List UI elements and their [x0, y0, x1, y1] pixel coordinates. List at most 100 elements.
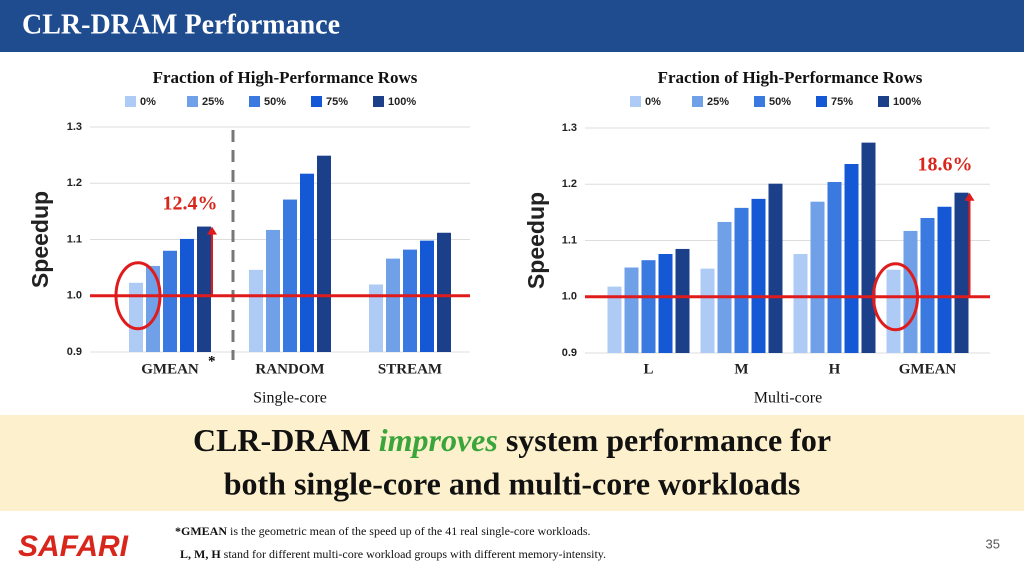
bar [317, 155, 331, 352]
legend-label: 75% [831, 96, 853, 108]
footnote-marker: * [208, 353, 216, 369]
bar [751, 198, 766, 353]
highlight-circle [114, 261, 162, 331]
y-axis-label: Speedup [27, 191, 53, 288]
slide-title: CLR-DRAM Performance [22, 9, 340, 40]
bar [844, 164, 859, 353]
bar [437, 232, 451, 352]
bar [197, 226, 211, 352]
legend-swatch [187, 96, 198, 107]
legend-label: 0% [645, 96, 661, 108]
annotation: 18.6% [918, 154, 973, 176]
legend-swatch [692, 96, 703, 107]
bar [386, 258, 400, 352]
annotation: 12.4% [163, 193, 218, 215]
bar [810, 201, 825, 353]
bar [861, 142, 876, 353]
y-tick-label: 1.1 [562, 234, 577, 246]
legend-label: 50% [264, 96, 286, 108]
legend-label: 25% [202, 96, 224, 108]
y-tick-label: 1.0 [562, 291, 577, 303]
bar [641, 260, 656, 353]
y-tick-label: 1.3 [562, 122, 577, 134]
logo: SAFARI [18, 530, 129, 563]
legend-swatch [373, 96, 384, 107]
legend-swatch [249, 96, 260, 107]
x-tick-label: M [734, 361, 748, 377]
banner-line2: both single-core and multi-core workload… [224, 465, 801, 501]
bar [146, 265, 160, 352]
bar [300, 173, 314, 352]
legend-label: 75% [326, 96, 348, 108]
legend-label: 100% [388, 96, 416, 108]
title-bar [0, 0, 1024, 52]
footnote: *GMEAN is the geometric mean of the spee… [175, 524, 591, 538]
bar [403, 249, 417, 352]
legend-swatch [125, 96, 136, 107]
x-tick-label: L [643, 361, 653, 377]
highlight-circle [872, 262, 919, 332]
bar [607, 286, 622, 353]
arrow-head [207, 226, 217, 235]
bar [129, 282, 143, 352]
y-tick-label: 1.3 [67, 121, 82, 133]
bar [920, 218, 935, 353]
legend-label: 0% [140, 96, 156, 108]
y-tick-label: 1.0 [67, 290, 82, 302]
footnote-bold: *GMEAN [175, 524, 227, 538]
y-axis-label: Speedup [523, 192, 549, 289]
x-tick-label: GMEAN [141, 361, 199, 377]
bar [954, 192, 969, 353]
y-tick-label: 1.2 [67, 177, 82, 189]
y-tick-label: 1.2 [562, 178, 577, 190]
bar [266, 229, 280, 352]
legend-title: Fraction of High-Performance Rows [658, 68, 923, 87]
y-tick-label: 0.9 [67, 346, 82, 358]
legend-swatch [754, 96, 765, 107]
legend-title: Fraction of High-Performance Rows [153, 68, 418, 87]
bar [793, 254, 808, 353]
x-axis-label: Single-core [253, 390, 327, 407]
banner-emphasis: improves [379, 422, 498, 458]
bar [369, 284, 383, 352]
bar [675, 248, 690, 353]
bar [658, 254, 673, 353]
arrow-head [964, 192, 975, 201]
bar [903, 230, 918, 353]
bar [717, 221, 732, 353]
x-tick-label: STREAM [378, 361, 442, 377]
legend-swatch [878, 96, 889, 107]
bar [768, 183, 783, 353]
bar [624, 267, 639, 353]
bar [886, 269, 901, 353]
bar [700, 268, 715, 353]
footnote: L, M, H stand for different multi-core w… [180, 547, 606, 561]
y-tick-label: 1.1 [67, 233, 82, 245]
x-tick-label: GMEAN [899, 361, 957, 377]
bar [249, 269, 263, 352]
banner-text: CLR-DRAM [193, 422, 371, 458]
y-tick-label: 0.9 [562, 347, 577, 359]
legend-swatch [630, 96, 641, 107]
x-axis-label: Multi-core [754, 390, 822, 407]
legend-swatch [816, 96, 827, 107]
legend-swatch [311, 96, 322, 107]
bar [734, 207, 749, 353]
bar [163, 250, 177, 352]
bar [827, 182, 842, 353]
page-number: 35 [986, 536, 1000, 551]
x-tick-label: RANDOM [255, 361, 324, 377]
banner-line1: CLR-DRAM improves system performance for [193, 422, 831, 458]
banner-text: system performance for [506, 422, 831, 458]
bar [283, 199, 297, 352]
x-tick-label: H [829, 361, 841, 377]
footnote-text: is the geometric mean of the speed up of… [230, 524, 591, 538]
legend-label: 100% [893, 96, 921, 108]
footnote-bold: L, M, H [180, 547, 221, 561]
bar [937, 206, 952, 353]
banner-bg [0, 415, 1024, 511]
legend-label: 50% [769, 96, 791, 108]
legend-label: 25% [707, 96, 729, 108]
